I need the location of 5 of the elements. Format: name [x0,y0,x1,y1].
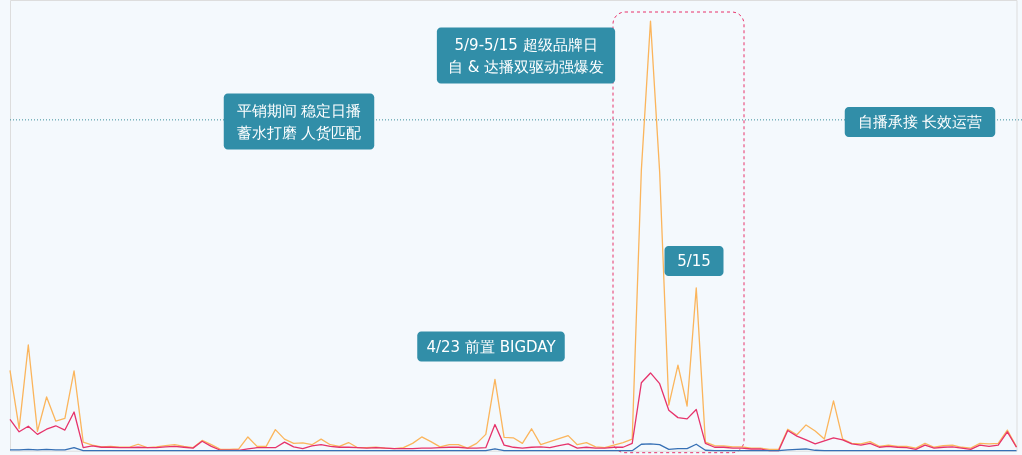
annotation: 5/15 [677,252,711,270]
annotation: 平销期间 稳定日播蓄水打磨 人货匹配 [236,101,362,142]
annotation: 自播承接 长效运营 [857,113,983,131]
annotation: 4/23 前置 BIGDAY [426,337,557,356]
annotation: 5/9-5/15 超级品牌日自 & 达播双驱动强爆发 [447,35,605,76]
